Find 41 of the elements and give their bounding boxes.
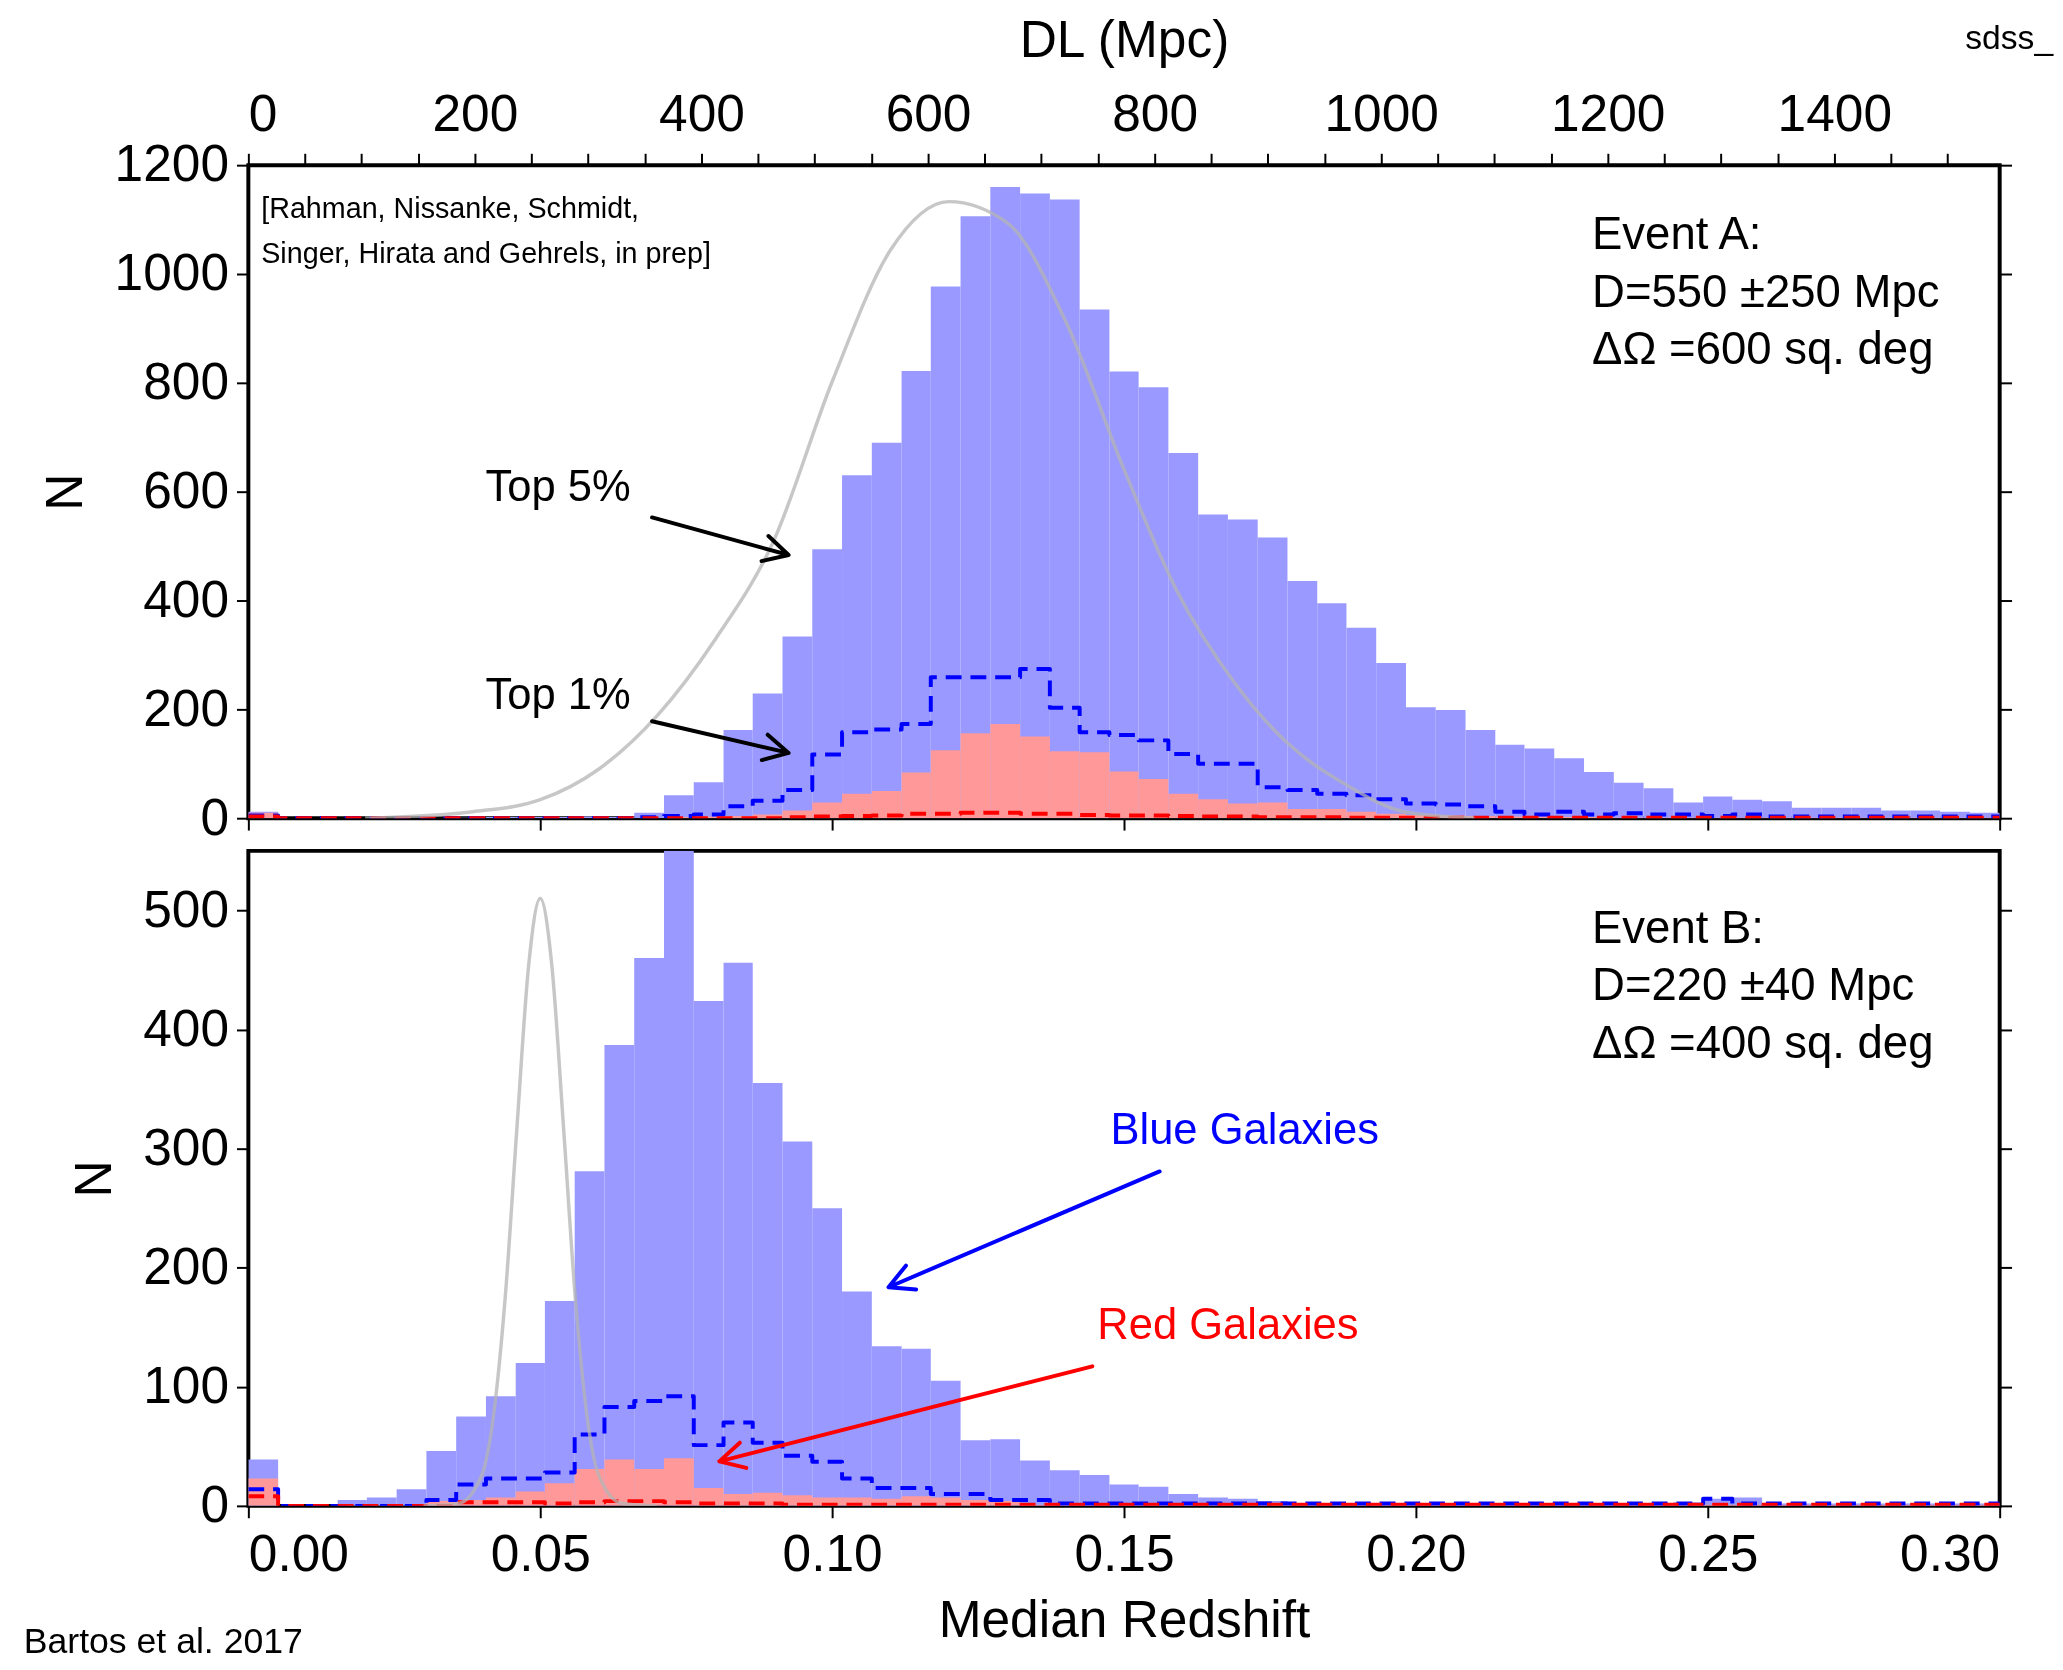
y-tick-label: 0: [200, 1475, 230, 1534]
x2-tick-label: 400: [659, 84, 745, 143]
annotation: Red Galaxies: [1097, 1299, 1359, 1348]
x-tick-label: 0.30: [1900, 1523, 2001, 1582]
annotation: Blue Galaxies: [1110, 1104, 1379, 1153]
y-tick-label: 500: [143, 879, 230, 938]
x2-axis-title: DL (Mpc): [1019, 9, 1230, 68]
x-tick-label: 0.20: [1366, 1523, 1467, 1582]
y-tick-label: 600: [143, 461, 230, 520]
x-tick-label: 0.05: [490, 1523, 591, 1582]
y-tick-label: 200: [143, 1237, 230, 1296]
x-tick-label: 0.15: [1074, 1523, 1175, 1582]
y-tick-label: 400: [143, 998, 230, 1057]
y-tick-label: 400: [143, 569, 230, 628]
x-tick-label: 0.25: [1658, 1523, 1759, 1582]
x2-tick-label: 200: [432, 84, 519, 143]
x-axis-title: Median Redshift: [938, 1589, 1311, 1648]
annotation: Event B: D=220 ±40 Mpc ΔΩ =400 sq. deg: [1592, 901, 1934, 1068]
y-tick-label: 800: [143, 352, 230, 411]
y-tick-label: 1000: [114, 243, 230, 302]
x2-tick-label: 1200: [1551, 84, 1666, 143]
text: sdss_: [1965, 19, 2055, 57]
x-tick-label: 0.00: [248, 1523, 349, 1582]
y-tick-label: 100: [143, 1356, 230, 1415]
x2-tick-label: 1400: [1777, 84, 1892, 143]
text: Bartos et al. 2017: [23, 1621, 303, 1662]
x2-tick-label: 0: [248, 84, 278, 143]
y-tick-label: 200: [143, 678, 230, 737]
annotation: Event A: D=550 ±250 Mpc ΔΩ =600 sq. deg: [1592, 208, 1940, 375]
x2-tick-label: 1000: [1324, 84, 1439, 143]
x2-tick-label: 600: [885, 84, 972, 143]
y-tick-label: 1200: [114, 134, 230, 193]
annotation: [Rahman, Nissanke, Schmidt, Singer, Hirata and Gehrels, in prep]: [261, 191, 711, 270]
x-tick-label: 0.10: [782, 1523, 883, 1582]
annotation: Top 1%: [485, 670, 631, 719]
annotation: Top 5%: [485, 461, 631, 510]
y-axis-title: N: [34, 473, 93, 511]
y-axis-title: N: [63, 1160, 122, 1198]
y-tick-label: 300: [143, 1117, 230, 1176]
y-tick-label: 0: [200, 787, 230, 846]
x2-tick-label: 800: [1112, 84, 1199, 143]
